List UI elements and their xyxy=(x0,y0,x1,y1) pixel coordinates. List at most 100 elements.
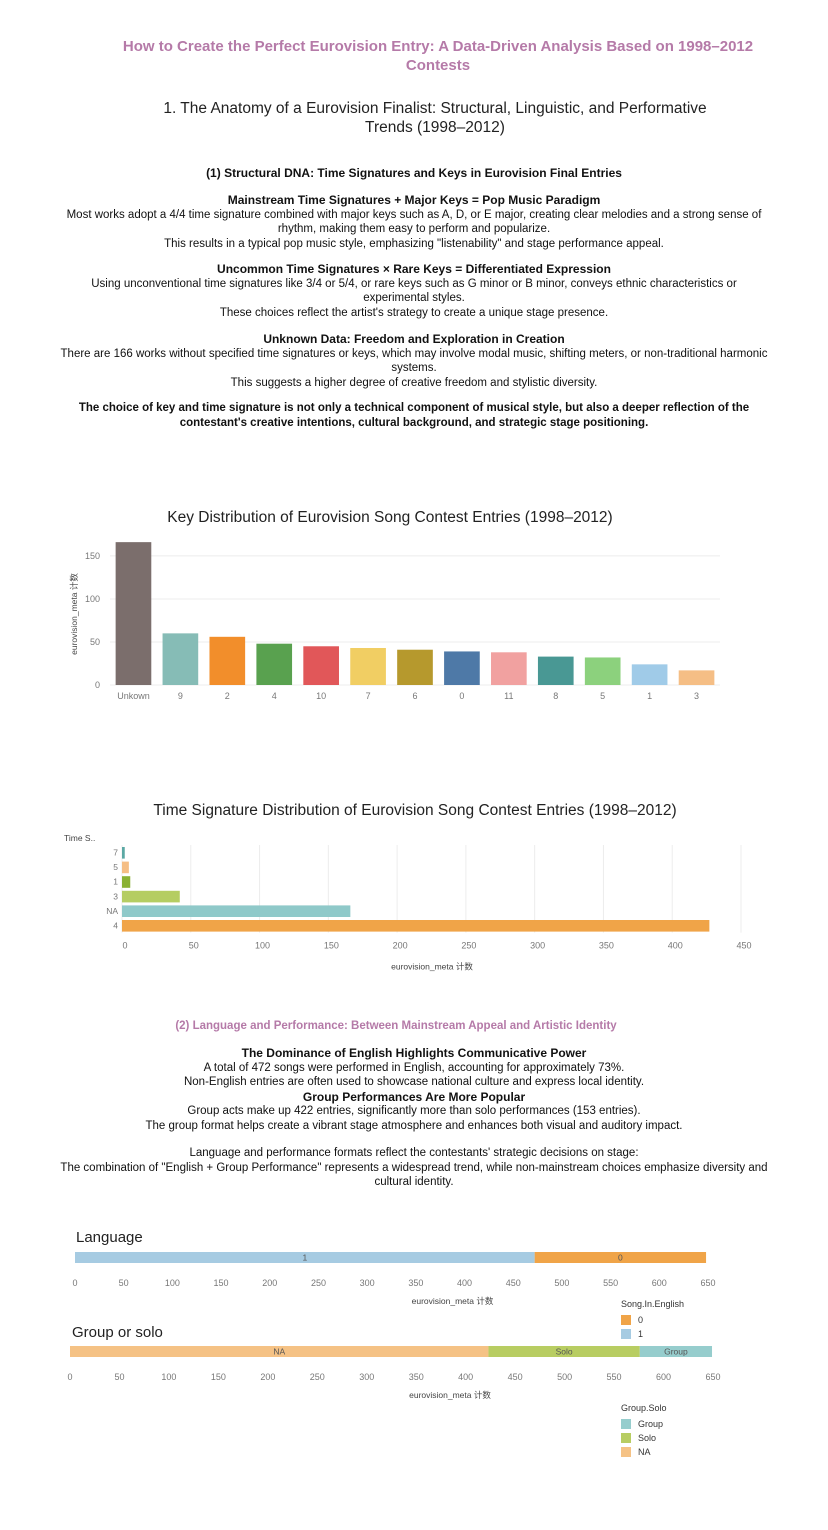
legend-swatch xyxy=(621,1329,631,1339)
structural-heading: (1) Structural DNA: Time Signatures and … xyxy=(206,166,622,180)
bar xyxy=(162,633,199,685)
x-tick-label: 50 xyxy=(189,941,199,951)
x-tick-label: 0 xyxy=(122,941,127,951)
x-tick-label: 450 xyxy=(506,1278,521,1288)
block-heading: Unknown Data: Freedom and Exploration in… xyxy=(263,332,565,346)
y-axis-label: Time S.. xyxy=(64,833,95,843)
block-line: Non-English entries are often used to sh… xyxy=(183,1076,645,1088)
text-block-summary: Language and performance formats reflect… xyxy=(60,1146,768,1190)
legend-label: Group xyxy=(638,1419,664,1429)
x-tick-label: 350 xyxy=(599,941,614,951)
bar xyxy=(122,876,131,888)
x-tick-label: 400 xyxy=(668,941,683,951)
bar xyxy=(397,649,433,685)
bar xyxy=(537,656,574,685)
x-tick-label: 10 xyxy=(316,691,326,701)
legend-item: Group xyxy=(621,1417,667,1431)
x-tick-label: 200 xyxy=(260,1372,275,1382)
bar xyxy=(491,652,527,685)
y-tick-label: 5 xyxy=(113,862,118,872)
time-signature-chart-title: Time Signature Distribution of Eurovisio… xyxy=(153,802,677,819)
block-line: The combination of "English + Group Perf… xyxy=(60,1161,768,1189)
x-tick-label: 200 xyxy=(393,941,408,951)
y-tick-label: 150 xyxy=(85,551,100,561)
bar xyxy=(256,643,293,685)
block-heading: Mainstream Time Signatures + Major Keys … xyxy=(227,193,601,207)
legend-swatch xyxy=(621,1447,631,1457)
block-line: A total of 472 songs were performed in E… xyxy=(203,1061,625,1074)
bar xyxy=(122,905,351,917)
y-tick-label: 100 xyxy=(85,594,100,604)
x-tick-label: 8 xyxy=(553,691,558,701)
x-tick-label: 6 xyxy=(412,691,417,701)
x-tick-label: 350 xyxy=(409,1372,424,1382)
page-title: How to Create the Perfect Eurovision Ent… xyxy=(122,38,754,74)
x-tick-label: 2 xyxy=(225,691,230,701)
x-tick-label: 650 xyxy=(705,1372,720,1382)
x-tick-label: 150 xyxy=(214,1278,229,1288)
x-tick-label: 300 xyxy=(359,1372,374,1382)
x-tick-label: 250 xyxy=(461,941,476,951)
block-line: There are 166 works without specified ti… xyxy=(60,347,768,375)
x-tick-label: 3 xyxy=(694,691,699,701)
legend-title: Group.Solo xyxy=(621,1403,667,1413)
segment-label: NA xyxy=(273,1347,285,1357)
x-tick-label: 200 xyxy=(262,1278,277,1288)
bar xyxy=(350,647,386,685)
legend-label: 0 xyxy=(638,1315,644,1325)
legend-swatch xyxy=(621,1433,631,1443)
section2-heading: (2) Language and Performance: Between Ma… xyxy=(175,1020,617,1032)
block-heading: Uncommon Time Signatures × Rare Keys = D… xyxy=(217,262,611,276)
language-chart: 1 00 50 100 150 200 250 300 350 400 450 500 550 600 65… xyxy=(72,1252,716,1306)
group-solo-legend: Group.Solo Group Solo NA xyxy=(621,1403,667,1459)
bar xyxy=(122,861,129,874)
bar xyxy=(209,636,246,685)
segment-label: 1 xyxy=(302,1253,307,1263)
key-chart-title: Key Distribution of Eurovision Song Cont… xyxy=(167,509,613,526)
x-tick-label: 0 xyxy=(72,1278,77,1288)
x-axis-label: eurovision_meta 计数 xyxy=(409,1390,491,1400)
y-tick-label: 0 xyxy=(95,680,100,690)
legend-item: NA xyxy=(621,1445,667,1459)
conclusion-text: The choice of key and time signature is … xyxy=(78,402,750,429)
block-line: This suggests a higher degree of creativ… xyxy=(230,376,598,389)
language-chart-title: Language xyxy=(76,1229,143,1246)
language-legend: Song.In.English 0 1 xyxy=(621,1299,684,1341)
text-block-mainstream: Mainstream Time Signatures + Major Keys … xyxy=(60,193,768,251)
x-tick-label: 500 xyxy=(557,1372,572,1382)
x-tick-label: 7 xyxy=(366,691,371,701)
x-tick-label: 1 xyxy=(647,691,652,701)
x-tick-label: 50 xyxy=(114,1372,124,1382)
x-tick-label: 350 xyxy=(408,1278,423,1288)
y-tick-label: 50 xyxy=(90,637,100,647)
x-tick-label: 150 xyxy=(211,1372,226,1382)
block-heading: The Dominance of English Highlights Comm… xyxy=(241,1046,587,1060)
block-heading: Group Performances Are More Popular xyxy=(302,1089,526,1104)
x-tick-label: 0 xyxy=(67,1372,72,1382)
x-tick-label: 400 xyxy=(457,1278,472,1288)
legend-item: 0 xyxy=(621,1313,684,1327)
section-title: 1. The Anatomy of a Eurovision Finalist:… xyxy=(163,100,707,136)
x-tick-label: 450 xyxy=(736,941,751,951)
segment-label: Solo xyxy=(556,1347,573,1357)
segment-label: 0 xyxy=(618,1253,623,1263)
legend-label: NA xyxy=(638,1447,651,1457)
bar xyxy=(584,657,621,685)
legend-swatch xyxy=(621,1419,631,1429)
x-tick-label: 300 xyxy=(530,941,545,951)
legend-swatch xyxy=(621,1315,631,1325)
x-tick-label: 100 xyxy=(255,941,270,951)
y-tick-label: 7 xyxy=(113,848,118,858)
x-tick-label: 100 xyxy=(161,1372,176,1382)
y-axis-label: eurovision_meta 计数 xyxy=(69,573,79,655)
x-tick-label: 0 xyxy=(459,691,464,701)
time-signature-chart: 0 50 100 150 200 250 300 350 400 450 Time S.. eurov… xyxy=(64,833,752,972)
x-tick-label: 600 xyxy=(656,1372,671,1382)
x-tick-label: 50 xyxy=(119,1278,129,1288)
bar-segment xyxy=(534,1252,707,1263)
legend-label: 1 xyxy=(638,1329,644,1339)
x-axis-label: eurovision_meta 计数 xyxy=(412,1296,494,1306)
block-line: This results in a typical pop music styl… xyxy=(164,237,664,250)
x-tick-label: 600 xyxy=(652,1278,667,1288)
